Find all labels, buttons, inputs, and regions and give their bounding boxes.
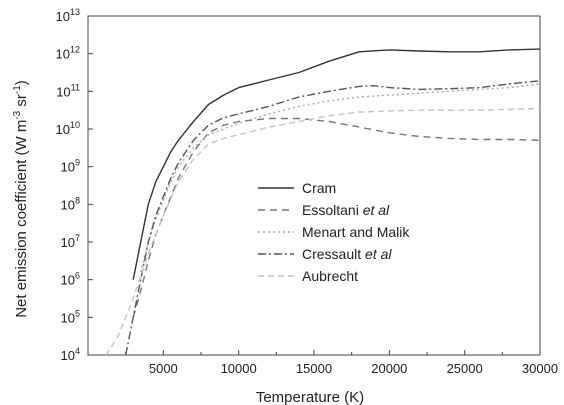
y-axis-label: Net emission coefficient (W m-3 sr-1)	[12, 80, 30, 318]
legend-label: Menart and Malik	[302, 224, 410, 240]
x-tick-label: 5000	[149, 361, 178, 376]
legend: Cram Essoltani et al Menart and Malik Cress…	[258, 180, 410, 284]
y-tick-label: 106	[61, 271, 80, 288]
x-tick-label: 20000	[371, 361, 407, 376]
y-tick-label: 1010	[56, 120, 80, 137]
y-tick-label: 1013	[56, 7, 80, 24]
y-tick-label: 105	[61, 308, 80, 325]
y-tick-label: 109	[61, 158, 80, 175]
x-tick-label: 10000	[221, 361, 257, 376]
x-tick-label: 25000	[447, 361, 483, 376]
series-line-3	[140, 83, 541, 273]
y-tick-label: 1011	[56, 82, 80, 99]
x-axis-label: Temperature (K)	[256, 389, 364, 405]
legend-label: Essoltani et al	[302, 202, 390, 218]
series-line-5	[105, 107, 541, 356]
y-tick-label: 108	[61, 195, 80, 212]
x-axis: 5000 10000 15000 20000 25000 30000	[125, 350, 558, 376]
y-axis: 104 105 106 107 108 109 1010 1011 1012 1013	[56, 7, 93, 363]
series-line-2	[132, 117, 541, 318]
legend-label: Cram	[302, 180, 336, 196]
y-tick-label: 107	[61, 233, 80, 250]
x-tick-label: 15000	[296, 361, 332, 376]
series-line-1	[132, 48, 541, 280]
y-tick-label: 1012	[56, 45, 80, 62]
legend-label: Aubrecht	[302, 268, 358, 284]
y-tick-label: 104	[61, 346, 80, 363]
x-tick-label: 30000	[522, 361, 558, 376]
legend-label: Cressault et al	[302, 246, 392, 262]
series-line-4	[125, 80, 541, 356]
series-layer	[105, 48, 541, 356]
